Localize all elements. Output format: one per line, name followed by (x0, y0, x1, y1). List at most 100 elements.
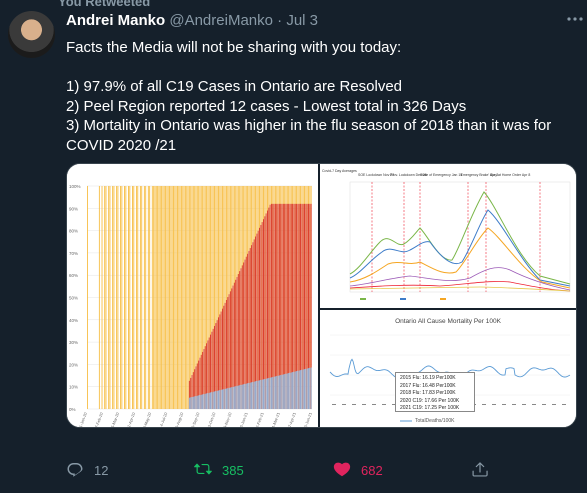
left-chart-bar (116, 186, 118, 409)
left-chart-bar (212, 186, 214, 409)
left-chart-bar (170, 186, 172, 409)
left-chart-bar-segment (273, 203, 275, 409)
mortality-x-tick (482, 404, 486, 405)
left-chart-bar-segment (261, 222, 263, 409)
more-options-icon[interactable] (566, 10, 584, 33)
left-chart-bar-segment (308, 368, 309, 409)
left-chart-bar (153, 186, 155, 409)
left-chart-bar-segment (211, 331, 213, 409)
left-chart-bar-segment (188, 397, 190, 409)
left-chart-bar (186, 186, 188, 409)
left-chart-x-tick: 27-Apr-21 (286, 411, 297, 427)
left-chart-bar-segment (290, 372, 292, 409)
share-button[interactable] (471, 460, 489, 481)
left-chart-bar-segment (208, 392, 210, 409)
reply-button[interactable]: 12 (66, 460, 108, 481)
left-chart-bar-segment (278, 375, 280, 409)
left-chart-y-tick: 80% (69, 229, 78, 234)
left-chart-bar-segment (294, 203, 296, 409)
left-chart-bar-segment (228, 387, 230, 409)
media-grid[interactable]: 100% 90% 80% 70% 60% 50% 40% 30% 20% 10% 0% 01-Jan-… (66, 163, 577, 428)
left-chart-bar-segment (210, 392, 212, 409)
media-image-seven-day-averages-chart[interactable]: Covid-7 Day Averages SOE Lockdown Nov 23 P… (320, 164, 576, 308)
left-chart-bar-segment (244, 259, 246, 409)
left-chart-bar (155, 186, 157, 409)
left-chart-x-tick: 01-Jan-20 (77, 411, 88, 427)
left-chart-bar-segment (304, 369, 305, 409)
left-chart-y-tick: 50% (69, 296, 78, 301)
left-chart-bar-segment (248, 250, 250, 409)
legend-entry-2015: 2015 Flu: 16.19 Per100K (400, 375, 456, 381)
left-chart-bar (188, 186, 190, 409)
left-chart-bar-segment (268, 207, 270, 409)
left-chart-bar-segment (245, 256, 247, 409)
left-chart-bar (87, 186, 88, 409)
left-chart-bar (195, 186, 197, 409)
left-chart-bar (158, 186, 160, 409)
legend-entry-2020: 2020 C19: 17.66 Per 100K (400, 397, 460, 404)
left-chart-bar-segment (248, 382, 250, 409)
left-chart-bar-segment (222, 389, 223, 409)
left-chart-bar-segment (301, 203, 303, 409)
display-name[interactable]: Andrei Manko (66, 12, 166, 29)
left-chart-bar (101, 186, 103, 409)
retweet-context-label: You Retweeted (58, 0, 151, 9)
avatar[interactable] (8, 11, 55, 58)
left-chart-bar-segment (224, 388, 226, 409)
left-chart-bar (154, 186, 156, 409)
left-chart-bar (98, 186, 100, 409)
left-chart-bar-segment (289, 372, 291, 409)
left-chart-bar-segment (277, 375, 279, 409)
legend-entry-2021: 2021 C19: 17.25 Per 100K (400, 405, 460, 411)
left-chart-bar (202, 186, 204, 409)
left-chart-bar-segment (249, 382, 251, 409)
media-divider-horizontal (320, 308, 576, 310)
left-chart-bar (223, 186, 225, 409)
left-chart-bar-segment (188, 380, 190, 409)
left-chart-bar (161, 186, 163, 409)
media-image-resolved-cases-chart[interactable]: 100% 90% 80% 70% 60% 50% 40% 30% 20% 10% 0% 01-Jan-… (67, 164, 318, 427)
handle[interactable]: @AndreiManko (169, 12, 273, 29)
left-chart-bar-segment (190, 377, 192, 409)
left-chart-bar-segment (207, 340, 209, 409)
left-chart-bar-segment (219, 390, 221, 409)
left-chart-bar-segment (243, 262, 245, 409)
left-chart-bar-segment (214, 391, 215, 409)
left-chart-bar-segment (259, 380, 260, 409)
left-chart-bar-segment (194, 396, 196, 409)
left-chart-bar-segment (212, 391, 214, 409)
mortality-x-tick (512, 404, 516, 405)
mortality-x-tick (392, 404, 396, 405)
left-chart-bar-segment (298, 370, 300, 409)
left-chart-bar-segment (264, 378, 266, 409)
left-chart-bar (104, 186, 106, 409)
left-chart-bar-segment (293, 371, 295, 409)
left-chart-bar-segment (227, 297, 229, 409)
media-image-all-cause-mortality-chart[interactable]: Ontario All Cause Mortality Per 100K 201… (320, 310, 576, 427)
left-chart-bar-segment (282, 374, 284, 409)
left-chart-bar-segment (200, 394, 202, 409)
left-chart-bar-segment (241, 265, 243, 409)
left-chart-bar (163, 186, 165, 409)
left-chart-bar (222, 186, 223, 409)
left-chart-bar-segment (219, 314, 221, 409)
like-button[interactable]: 682 (333, 460, 383, 481)
mortality-legend: 2015 Flu: 16.19 Per100K 2017 Flu: 16.48 … (395, 372, 475, 412)
left-chart-bar (182, 186, 184, 409)
left-chart-bar-segment (236, 276, 238, 409)
left-chart-bar-segment (190, 397, 192, 409)
left-chart-bar-segment (244, 383, 246, 409)
left-chart-y-tick: 100% (69, 184, 81, 189)
left-chart-bar-segment (285, 203, 287, 409)
left-chart-bar (206, 186, 208, 409)
mortality-x-tick (542, 404, 546, 405)
mortality-x-tick (492, 404, 496, 405)
left-chart-bar (173, 186, 174, 409)
left-chart-bar-segment (296, 203, 298, 409)
left-chart-bar-segment (272, 203, 274, 409)
retweet-button[interactable]: 385 (193, 460, 244, 481)
left-chart-x-tick: 7-Feb-20 (94, 411, 105, 427)
left-chart-bar-segment (309, 203, 311, 409)
tweet-date[interactable]: Jul 3 (286, 12, 318, 29)
left-chart-bar-segment (274, 203, 276, 409)
